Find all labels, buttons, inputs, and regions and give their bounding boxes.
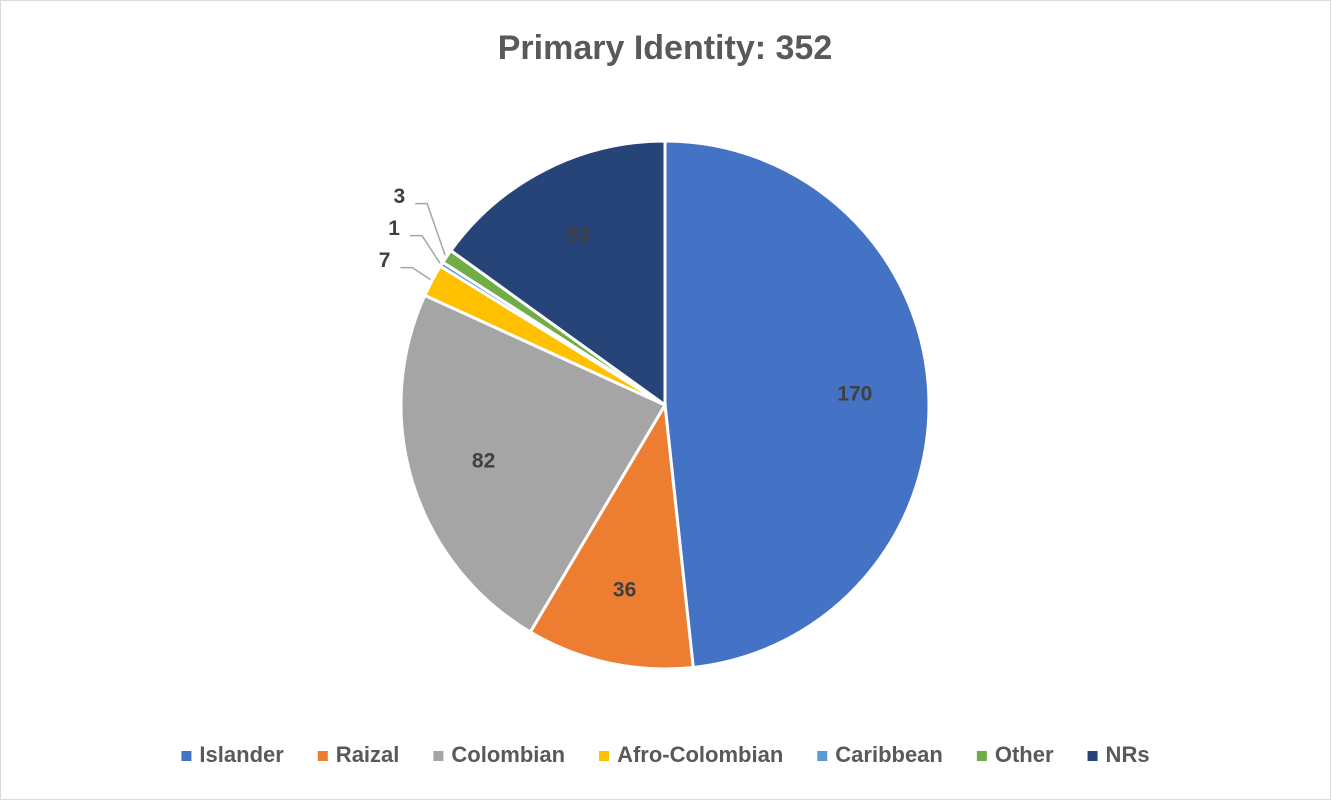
legend-swatch: [599, 751, 610, 761]
legend-swatch: [817, 751, 828, 761]
legend-label: Islander: [199, 742, 284, 767]
pie-slice: [399, 293, 668, 635]
pie-slice: [528, 400, 695, 671]
leader-line: [400, 266, 431, 281]
leader-line: [415, 202, 446, 256]
legend-label: NRs: [1106, 742, 1150, 767]
data-label: 3: [393, 185, 405, 208]
data-label: 53: [567, 223, 590, 246]
pie-slice: [663, 139, 931, 670]
data-label: 7: [379, 249, 391, 272]
legend-swatch: [181, 751, 192, 761]
data-label: 1: [388, 217, 400, 240]
legend-swatch: [976, 751, 987, 761]
legend-label: Other: [995, 742, 1054, 767]
legend-label: Caribbean: [835, 742, 943, 767]
legend: Islander Raizal Colombian Afro-Colombian Car…: [181, 742, 1150, 767]
data-label: 82: [472, 449, 495, 472]
legend-swatch: [433, 751, 444, 761]
data-label: 36: [613, 578, 636, 601]
legend-swatch: [1087, 751, 1098, 761]
legend-label: Raizal: [336, 742, 400, 767]
data-label: 170: [837, 382, 872, 405]
leader-line: [409, 234, 441, 264]
pie-slice: [448, 139, 667, 408]
legend-swatch: [317, 751, 328, 761]
legend-label: Afro-Colombian: [617, 742, 783, 767]
chart-title: Primary Identity: 352: [498, 29, 832, 67]
legend-label: Colombian: [451, 742, 565, 767]
